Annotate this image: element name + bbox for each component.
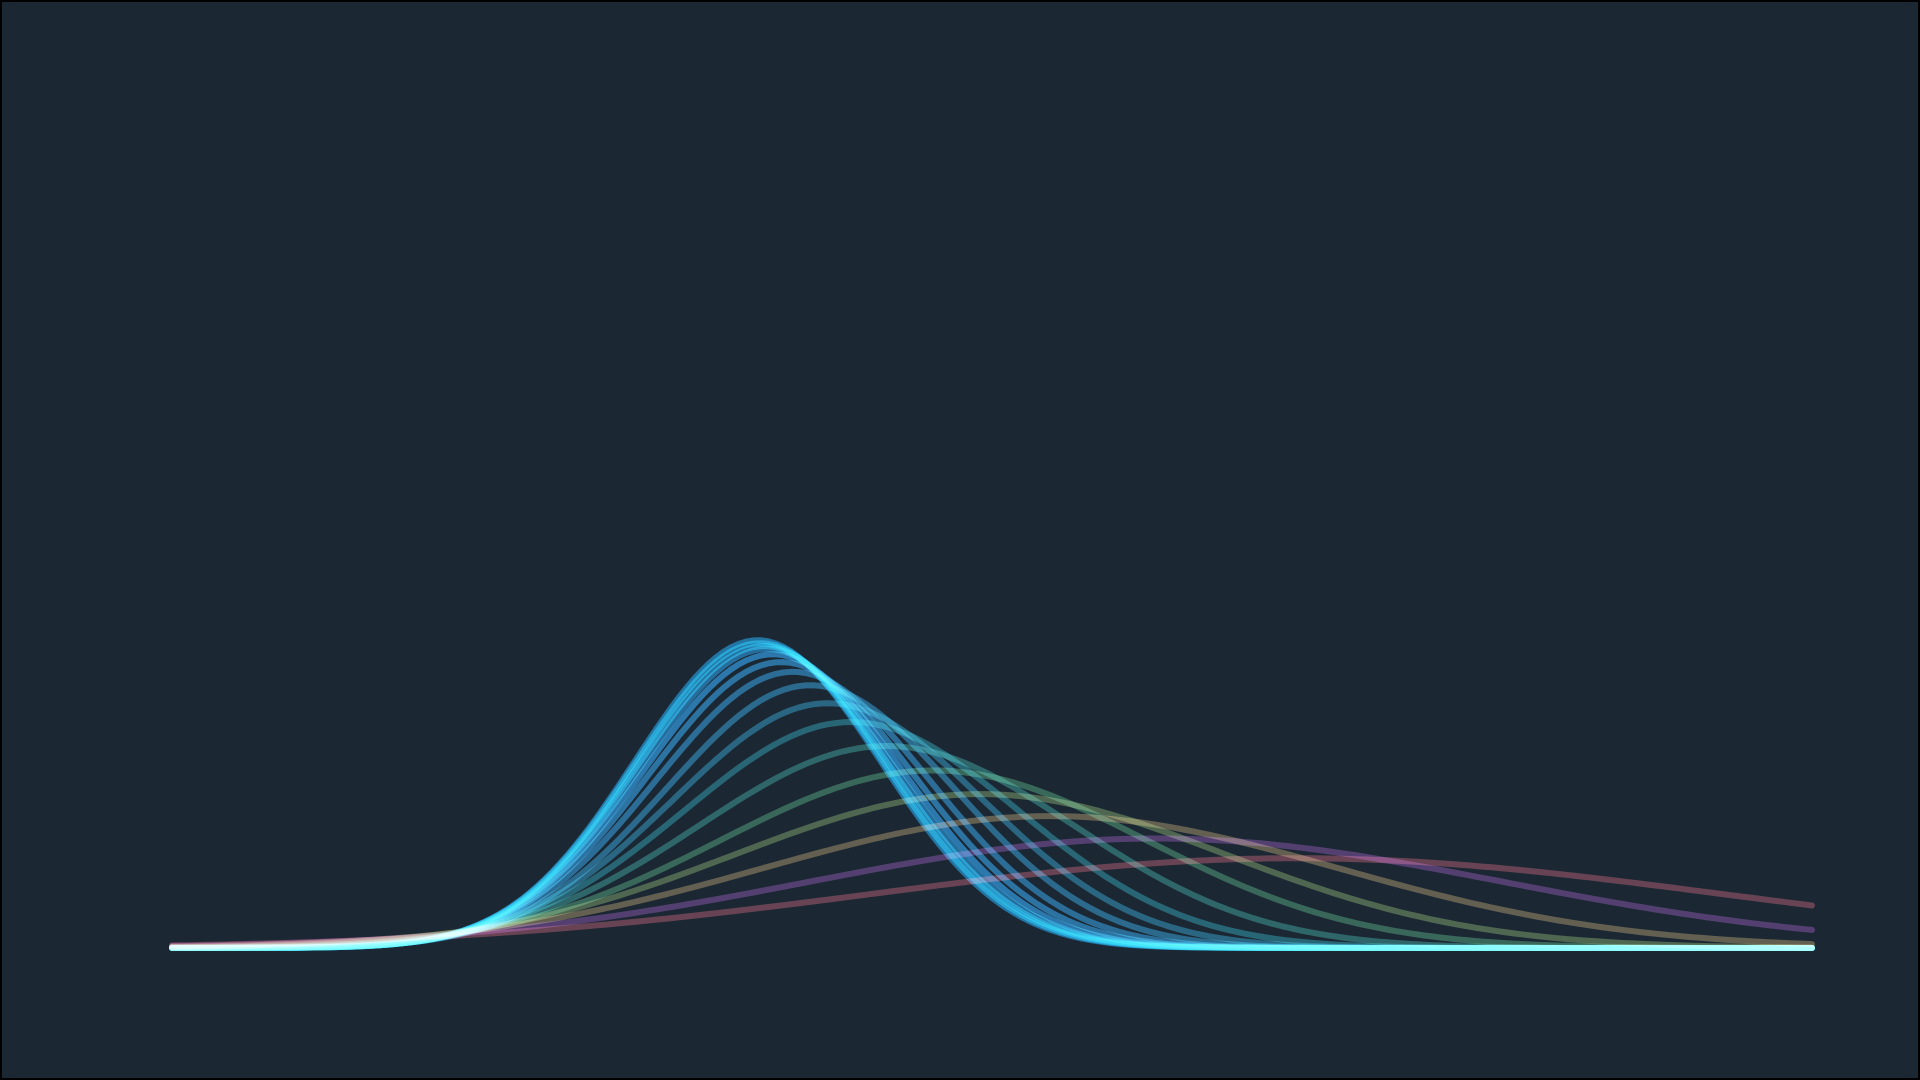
- series-line-9: [169, 719, 1815, 951]
- series-line-4: [169, 651, 1815, 951]
- series-line-0: [169, 637, 1815, 951]
- series-line-10: [169, 743, 1815, 951]
- series-line-3: [169, 645, 1815, 951]
